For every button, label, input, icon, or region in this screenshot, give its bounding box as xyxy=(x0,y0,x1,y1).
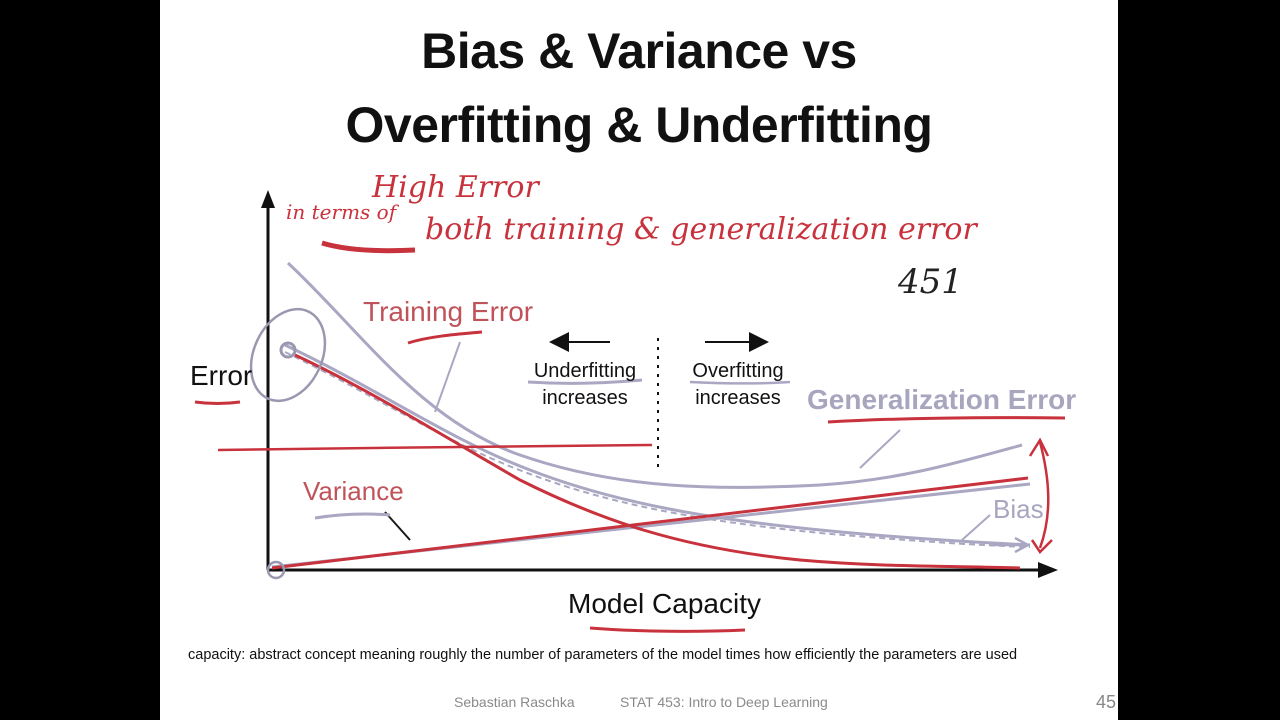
variance-curve-red xyxy=(271,476,1029,570)
generalization-error-pointer xyxy=(859,429,901,469)
handwritten-in-terms-of: in terms of xyxy=(286,200,397,224)
crossed-out-text-scribble xyxy=(321,240,416,254)
origin-point xyxy=(266,560,286,580)
variance-pointer xyxy=(384,511,411,541)
training-error-label: Training Error xyxy=(363,296,534,327)
bias-end-arrow xyxy=(990,536,1031,554)
generalization-error-label: Generalization Error xyxy=(807,384,1077,415)
generalization-error-underline xyxy=(827,416,1066,424)
page-number: 45 xyxy=(1096,692,1117,712)
underfitting-label-line1: Underfitting xyxy=(533,360,637,382)
handwritten-high-error: High Error xyxy=(372,170,539,205)
handwritten-both-training-generalization: both training & generalization error xyxy=(425,212,977,247)
y-axis-label: Error xyxy=(190,360,253,391)
error-gap-arrow-top xyxy=(1028,437,1050,457)
bias-curve-dashed xyxy=(284,351,1031,548)
overfitting-underline xyxy=(689,380,791,385)
x-axis-label: Model Capacity xyxy=(568,588,761,619)
training-error-underline xyxy=(407,330,483,345)
capacity-footnote: capacity: abstract concept meaning rough… xyxy=(188,647,1018,663)
high-error-level-line xyxy=(217,443,653,452)
overfitting-label-line1: Overfitting xyxy=(692,360,784,382)
variance-underline xyxy=(314,512,391,520)
y-axis-arrowhead xyxy=(261,190,275,208)
slide-title-line-1: Bias & Variance vs xyxy=(421,23,857,79)
training-error-pointer xyxy=(434,341,461,413)
variance-label: Variance xyxy=(303,476,404,506)
slide: Bias & Variance vs Overfitting & Underfi… xyxy=(160,0,1118,720)
underfitting-underline xyxy=(527,378,643,385)
underfitting-label: Underfitting increases xyxy=(525,358,645,412)
x-axis-arrowhead xyxy=(1038,562,1058,578)
footer-course: STAT 453: Intro to Deep Learning xyxy=(620,694,828,710)
error-gap-arrow-bottom xyxy=(1030,539,1053,554)
error-gap-arrow xyxy=(1038,441,1050,549)
generalization-error-curve xyxy=(286,261,1023,489)
bias-variance-diagram xyxy=(194,190,1066,633)
model-capacity-underline xyxy=(589,626,746,633)
overfitting-label: Overfitting increases xyxy=(678,358,798,412)
high-error-circle xyxy=(249,307,327,403)
footer-author: Sebastian Raschka xyxy=(454,694,575,710)
bias-pointer xyxy=(961,514,991,541)
underfitting-label-line2: increases xyxy=(542,387,628,409)
bias-curve xyxy=(284,343,1031,547)
overfitting-label-line2: increases xyxy=(695,387,781,409)
high-error-point xyxy=(279,341,297,359)
slide-title-line-2: Overfitting & Underfitting xyxy=(345,97,933,153)
error-underline xyxy=(194,400,241,405)
handwritten-note-451: 451 xyxy=(898,262,963,302)
bias-label: Bias xyxy=(993,494,1044,524)
